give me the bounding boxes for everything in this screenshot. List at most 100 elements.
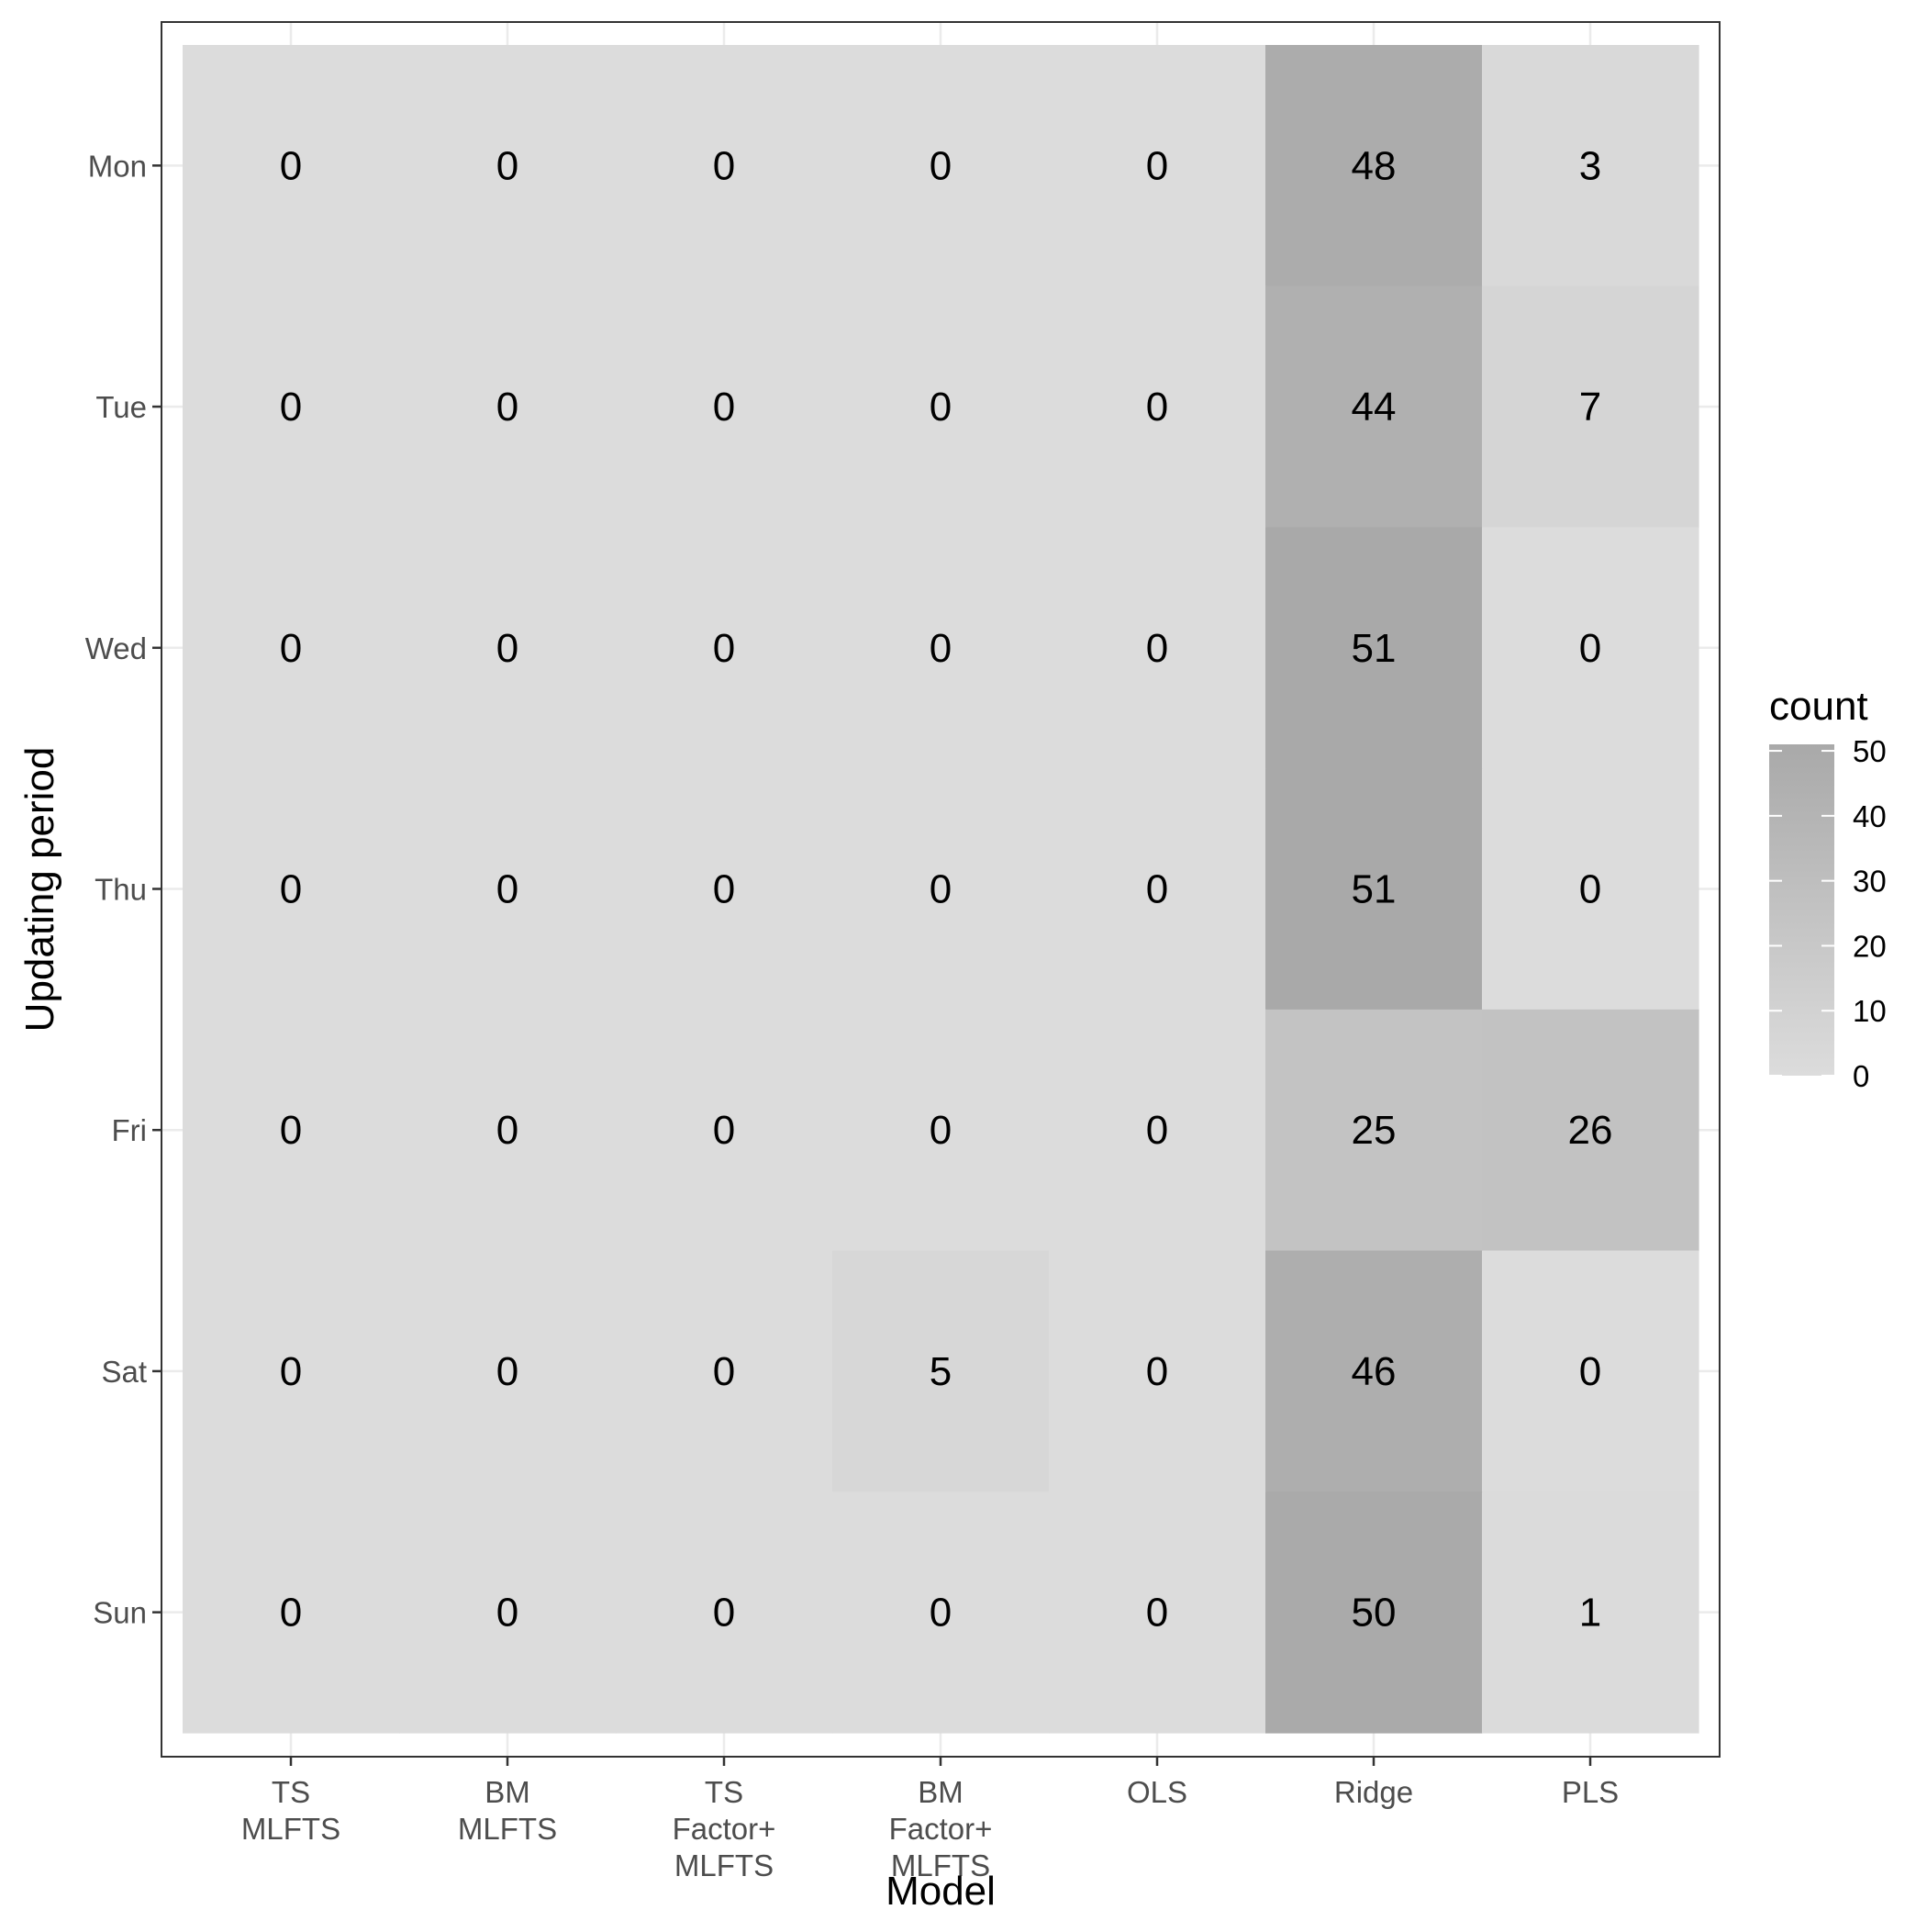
heatmap-cell (1265, 1491, 1483, 1734)
heatmap-cell (832, 1250, 1050, 1492)
heatmap-cell (183, 768, 400, 1011)
legend-colorbar (1769, 744, 1834, 1076)
cell-value-label: 0 (1146, 1349, 1168, 1394)
heatmap-cell (1265, 285, 1483, 529)
heatmap-cell (1482, 285, 1699, 529)
cell-value-label: 0 (713, 1591, 735, 1636)
heatmap-cell (616, 285, 833, 529)
heatmap-cell (1049, 768, 1266, 1011)
legend-tick-label: 0 (1853, 1059, 1869, 1093)
heatmap-cell (183, 527, 400, 769)
heatmap-cell (1049, 285, 1266, 529)
cell-value-label: 0 (280, 1108, 302, 1153)
heatmap-cell (1049, 1250, 1266, 1492)
y-tick-label: Wed (85, 631, 147, 665)
cell-value-label: 0 (280, 626, 302, 671)
cell-value-label: 51 (1352, 867, 1397, 912)
cell-value-label: 7 (1579, 385, 1601, 430)
cell-value-label: 0 (280, 1591, 302, 1636)
legend-tick-label: 30 (1853, 865, 1887, 899)
heatmap-cell (399, 1009, 617, 1252)
heatmap-cell (183, 45, 400, 287)
heatmap-cell (616, 768, 833, 1011)
cell-value-label: 0 (713, 626, 735, 671)
heatmap-cell (399, 45, 617, 287)
cell-value-label: 0 (496, 867, 518, 912)
heatmap-cell (183, 1491, 400, 1734)
cell-value-label: 0 (1579, 1349, 1601, 1394)
legend-tick-label: 20 (1853, 929, 1887, 963)
y-tick-label: Sun (93, 1596, 147, 1630)
heatmap-cell (183, 285, 400, 529)
heatmap-cell (183, 1250, 400, 1492)
cell-value-label: 0 (496, 1591, 518, 1636)
y-tick-label: Mon (88, 149, 147, 183)
cell-value-label: 0 (713, 1108, 735, 1153)
x-tick-label: MLFTS (458, 1812, 557, 1846)
heatmap-cell (183, 1009, 400, 1252)
cell-value-label: 0 (1579, 867, 1601, 912)
cell-value-label: 0 (930, 385, 952, 430)
heatmap-cell (1049, 527, 1266, 769)
heatmap-cell (1482, 768, 1699, 1011)
cell-value-label: 0 (280, 1349, 302, 1394)
heatmap-cell (616, 527, 833, 769)
cell-value-label: 0 (496, 1349, 518, 1394)
heatmap-cell (616, 1491, 833, 1734)
y-tick-label: Sat (101, 1355, 147, 1389)
heatmap-cell (399, 1250, 617, 1492)
cell-labels: 0 0 0 0 0 48 30 0 0 0 0 44 70 0 0 0 0 51 00 0 0 0 0 51 00 0 0 0 0 25 2… (280, 143, 1613, 1635)
cell-value-label: 0 (713, 143, 735, 188)
cell-value-label: 44 (1352, 385, 1397, 430)
cell-value-label: 0 (1146, 867, 1168, 912)
cell-value-label: 0 (280, 385, 302, 430)
heatmap-cell (832, 1009, 1050, 1252)
cell-value-label: 46 (1352, 1349, 1397, 1394)
axes: MonTueWedThuFriSatSunTSMLFTSBMMLFTSTSFac… (85, 149, 1619, 1882)
cell-value-label: 0 (930, 1591, 952, 1636)
cell-value-label: 0 (496, 1108, 518, 1153)
legend: count 0 10 20 30 40 50 (1769, 684, 1887, 1093)
heatmap-cell (1265, 527, 1483, 769)
heatmap-cell (616, 1009, 833, 1252)
heatmap-cell (832, 285, 1050, 529)
x-tick-label: BM (918, 1775, 964, 1809)
cell-value-label: 0 (930, 143, 952, 188)
heatmap-cell (1265, 1009, 1483, 1252)
cell-value-label: 0 (1146, 1108, 1168, 1153)
heatmap-cell (1482, 527, 1699, 769)
heatmap-cell (1482, 1491, 1699, 1734)
x-tick-label: OLS (1127, 1775, 1187, 1809)
heatmap-cell (1049, 1491, 1266, 1734)
cell-value-label: 5 (930, 1349, 952, 1394)
y-tick-label: Fri (112, 1113, 147, 1147)
legend-tick-label: 40 (1853, 799, 1887, 833)
heatmap-cell (832, 45, 1050, 287)
cell-value-label: 0 (496, 385, 518, 430)
heatmap-cell (1265, 45, 1483, 287)
y-axis-title: Updating period (17, 747, 62, 1033)
x-tick-label: MLFTS (891, 1848, 990, 1882)
x-axis-title: Model (886, 1869, 996, 1914)
cell-value-label: 0 (1146, 1591, 1168, 1636)
x-tick-label: Factor+ (889, 1812, 993, 1846)
heatmap-cell (616, 1250, 833, 1492)
heatmap-cell (399, 768, 617, 1011)
x-tick-label: MLFTS (674, 1848, 774, 1882)
x-tick-label: MLFTS (241, 1812, 340, 1846)
heatmap-cell (1265, 768, 1483, 1011)
cell-value-label: 0 (713, 1349, 735, 1394)
x-tick-label: TS (705, 1775, 743, 1809)
cell-value-label: 0 (1146, 143, 1168, 188)
heatmap-cell (399, 1491, 617, 1734)
cell-value-label: 3 (1579, 143, 1601, 188)
y-tick-label: Tue (95, 390, 147, 424)
cell-value-label: 0 (496, 143, 518, 188)
heatmap-cell (832, 527, 1050, 769)
cell-value-label: 0 (930, 1108, 952, 1153)
heatmap-cell (616, 45, 833, 287)
x-tick-label: BM (485, 1775, 530, 1809)
cell-value-label: 0 (713, 867, 735, 912)
